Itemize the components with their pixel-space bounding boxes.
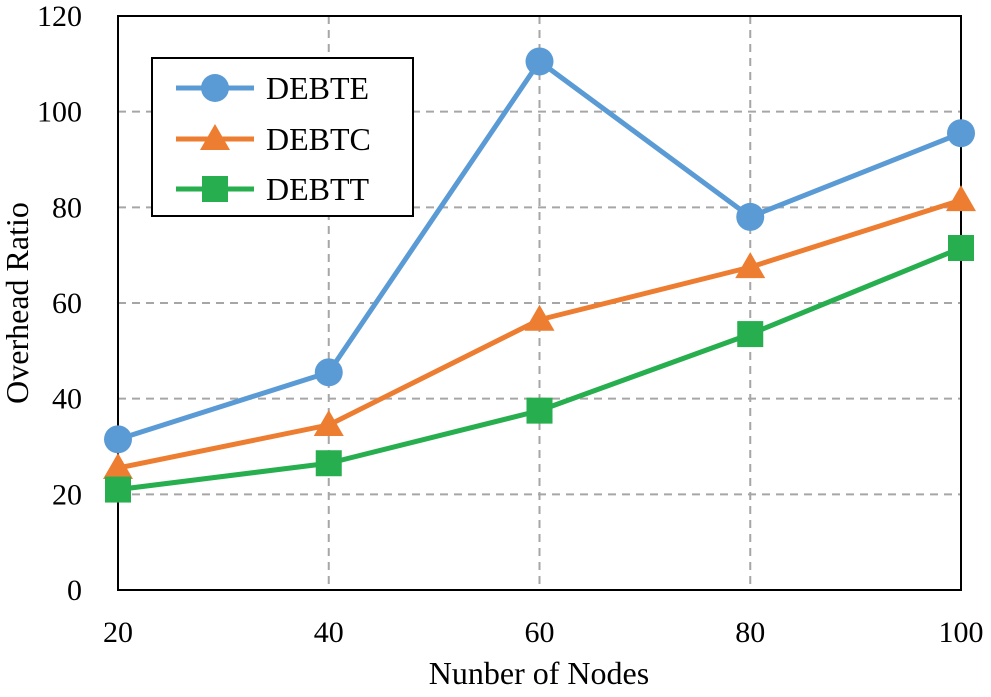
data-point-debtt-80 [737,321,764,348]
x-tick-label: 20 [103,616,133,649]
legend-marker-debte [201,74,229,102]
legend: DEBTE DEBTC DEBTT [151,57,414,217]
y-tick-label: 0 [67,574,82,607]
data-point-debte-100 [947,119,975,148]
legend-label-debte: DEBTE [266,70,369,106]
data-point-debtt-40 [315,450,342,477]
y-tick-label: 20 [52,478,82,511]
data-point-debte-40 [314,358,343,387]
y-tick-label: 100 [37,96,82,129]
x-tick-label: 60 [525,616,555,649]
data-point-debtc-40 [313,409,344,436]
data-point-debtc-60 [524,304,555,331]
series-layer [103,47,976,503]
data-point-debtt-60 [526,397,553,424]
legend-label-debtt: DEBTT [266,171,370,207]
y-tick-label: 120 [37,0,82,33]
data-point-debtc-20 [103,453,133,480]
data-point-debte-60 [525,47,554,76]
plot-area-frame [117,15,962,591]
x-tick-label: 80 [735,616,765,649]
data-point-debte-80 [736,202,765,231]
x-tick-label: 40 [314,616,344,649]
y-tick-label: 60 [52,287,82,320]
legend-label-debtc: DEBTC [266,121,371,157]
data-point-debtc-100 [946,185,976,212]
x-axis-title: Nunber of Nodes [429,655,649,691]
tick-labels: 0 20 40 60 80 100 120 20 40 60 80 100 [37,0,984,649]
legend-marker-debtt [202,176,228,202]
data-point-debtt-20 [105,476,131,503]
legend-marker-debtc [200,124,230,150]
y-tick-label: 40 [52,383,82,416]
data-point-debtc-80 [735,252,766,279]
y-tick-label: 80 [52,191,82,224]
data-point-debte-20 [104,425,132,454]
x-tick-label: 100 [939,616,984,649]
y-axis-title: Overhead Ratio [0,202,35,404]
data-point-debtt-100 [948,234,974,261]
